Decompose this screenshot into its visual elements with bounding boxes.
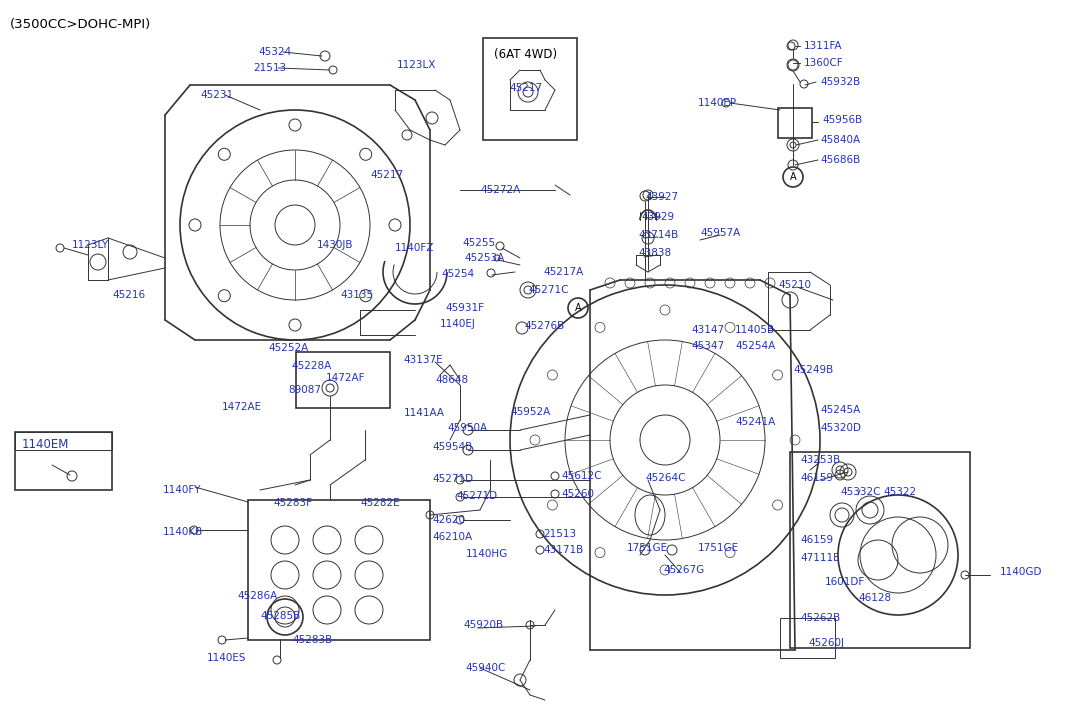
Text: 1430JB: 1430JB <box>317 240 354 250</box>
Text: 45217A: 45217A <box>543 267 584 277</box>
Text: 43838: 43838 <box>638 248 671 258</box>
Text: 45245A: 45245A <box>820 405 861 415</box>
Text: 43929: 43929 <box>641 212 674 222</box>
Text: 45260J: 45260J <box>808 638 843 648</box>
Text: 45347: 45347 <box>691 341 724 351</box>
Text: 45252A: 45252A <box>268 343 308 353</box>
Text: 45254A: 45254A <box>735 341 775 351</box>
Bar <box>15 432 112 450</box>
Text: 45612C: 45612C <box>561 471 602 481</box>
Text: 1472AF: 1472AF <box>326 373 365 383</box>
Bar <box>296 352 390 408</box>
Text: 1751GE: 1751GE <box>627 543 668 553</box>
Text: 1751GE: 1751GE <box>698 543 739 553</box>
Text: 45283F: 45283F <box>273 498 312 508</box>
Text: 45253A: 45253A <box>464 253 504 263</box>
Text: 45932B: 45932B <box>820 77 861 87</box>
Text: 46159: 46159 <box>800 473 833 483</box>
Text: (3500CC>DOHC-MPI): (3500CC>DOHC-MPI) <box>10 18 151 31</box>
Text: 48648: 48648 <box>435 375 469 385</box>
Text: 45276B: 45276B <box>524 321 564 331</box>
Text: 45950A: 45950A <box>447 423 487 433</box>
Text: 43135: 43135 <box>340 290 373 300</box>
Text: 45271C: 45271C <box>528 285 569 295</box>
Text: 1140FZ: 1140FZ <box>395 243 435 253</box>
Text: 43714B: 43714B <box>638 230 678 240</box>
Text: 45282E: 45282E <box>360 498 399 508</box>
Text: 45210: 45210 <box>779 280 812 290</box>
Text: 1140EP: 1140EP <box>698 98 737 108</box>
Text: 45271D: 45271D <box>432 474 473 484</box>
Text: A: A <box>789 172 797 182</box>
Text: 1472AE: 1472AE <box>222 402 262 412</box>
Text: 45231: 45231 <box>200 90 233 100</box>
Text: 45954B: 45954B <box>432 442 472 452</box>
Bar <box>779 108 812 138</box>
Text: 45264C: 45264C <box>645 473 686 483</box>
Bar <box>790 452 970 648</box>
Bar <box>484 38 577 140</box>
Text: 1141AA: 1141AA <box>404 408 445 418</box>
Text: 45286A: 45286A <box>237 591 277 601</box>
Text: 45285B: 45285B <box>260 611 300 621</box>
Text: 89087: 89087 <box>288 385 321 395</box>
Text: 43137E: 43137E <box>403 355 443 365</box>
Text: 45686B: 45686B <box>820 155 861 165</box>
Text: 1123LX: 1123LX <box>397 60 437 70</box>
Bar <box>780 618 835 658</box>
Text: 45940C: 45940C <box>465 663 506 673</box>
Text: 1140HG: 1140HG <box>466 549 508 559</box>
Text: 46210A: 46210A <box>432 532 472 542</box>
Text: 45216: 45216 <box>112 290 145 300</box>
Text: 45272A: 45272A <box>480 185 520 195</box>
Text: 45228A: 45228A <box>291 361 331 371</box>
Text: 45952A: 45952A <box>510 407 551 417</box>
Text: 47111E: 47111E <box>800 553 839 563</box>
Text: 46159: 46159 <box>800 535 833 545</box>
Text: 45262B: 45262B <box>800 613 840 623</box>
Text: 1140EM: 1140EM <box>22 438 69 451</box>
Text: 45249B: 45249B <box>793 365 833 375</box>
Text: 1140FY: 1140FY <box>163 485 201 495</box>
Text: (6AT 4WD): (6AT 4WD) <box>494 48 558 61</box>
Text: 43927: 43927 <box>645 192 678 202</box>
Text: 1140ES: 1140ES <box>207 653 246 663</box>
Text: 11405B: 11405B <box>735 325 775 335</box>
Text: 1140KB: 1140KB <box>163 527 203 537</box>
Text: 45217: 45217 <box>509 83 542 93</box>
Text: 45840A: 45840A <box>820 135 861 145</box>
Text: 46128: 46128 <box>858 593 891 603</box>
Text: 45271D: 45271D <box>456 491 497 501</box>
Text: 21513: 21513 <box>543 529 576 539</box>
Text: 45283B: 45283B <box>292 635 332 645</box>
Text: 45254: 45254 <box>441 269 474 279</box>
Text: 45956B: 45956B <box>822 115 863 125</box>
Text: 45324: 45324 <box>258 47 291 57</box>
Text: 45217: 45217 <box>370 170 404 180</box>
Text: 45322: 45322 <box>883 487 916 497</box>
Text: 45260: 45260 <box>561 489 594 499</box>
Text: 1140EJ: 1140EJ <box>440 319 476 329</box>
Text: 43171B: 43171B <box>543 545 584 555</box>
Text: 42620: 42620 <box>432 515 465 525</box>
Text: 1311FA: 1311FA <box>804 41 842 51</box>
Text: 1140GD: 1140GD <box>1000 567 1043 577</box>
Text: 1123LY: 1123LY <box>72 240 109 250</box>
Bar <box>15 432 112 490</box>
Text: 45267G: 45267G <box>663 565 704 575</box>
Text: 45241A: 45241A <box>735 417 775 427</box>
Bar <box>248 500 430 640</box>
Text: 43147: 43147 <box>691 325 724 335</box>
Text: 21513: 21513 <box>253 63 286 73</box>
Text: 45332C: 45332C <box>840 487 881 497</box>
Text: 45920B: 45920B <box>463 620 503 630</box>
Text: 1360CF: 1360CF <box>804 58 843 68</box>
Text: A: A <box>575 303 581 313</box>
Text: 43253B: 43253B <box>800 455 840 465</box>
Text: 45957A: 45957A <box>700 228 740 238</box>
Text: 45255: 45255 <box>462 238 495 248</box>
Text: 1601DF: 1601DF <box>825 577 865 587</box>
Text: 45931F: 45931F <box>445 303 484 313</box>
Text: 45320D: 45320D <box>820 423 861 433</box>
